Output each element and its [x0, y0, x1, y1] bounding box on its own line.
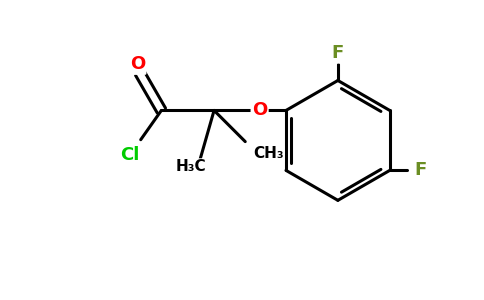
Text: F: F [415, 161, 427, 179]
Text: O: O [130, 56, 145, 74]
Text: CH₃: CH₃ [253, 146, 284, 161]
Text: F: F [332, 44, 344, 62]
Text: Cl: Cl [121, 146, 140, 164]
Text: H₃C: H₃C [176, 159, 206, 174]
Text: O: O [252, 101, 267, 119]
